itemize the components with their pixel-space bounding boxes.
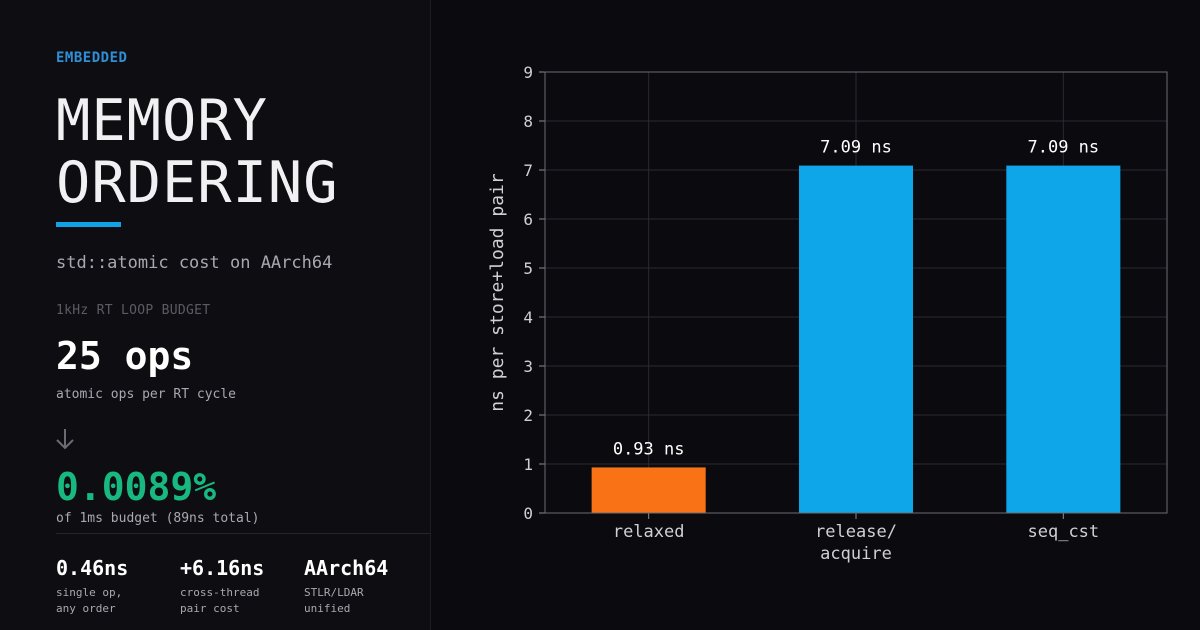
y-tick-label: 8 — [523, 112, 533, 131]
bar-chart: 0 1 2 3 4 5 6 7 8 9 0.93 ns relaxed 7.09 ns release/a… — [487, 63, 1168, 564]
bar-0 — [591, 467, 706, 513]
data-label: 7.09 ns — [820, 138, 892, 158]
y-axis-label: ns per store+load pair — [487, 173, 508, 412]
stat-single-op: 0.46ns single op, any order — [56, 556, 128, 617]
percent-caption: of 1ms budget (89ns total) — [56, 511, 260, 526]
y-tick-label: 9 — [523, 63, 533, 82]
info-panel: EMBEDDED MEMORY ORDERING std::atomic cos… — [0, 0, 431, 630]
y-tick-label: 6 — [523, 210, 533, 229]
axes — [539, 71, 1168, 519]
data-label: 0.93 ns — [613, 439, 685, 459]
stat-note: single op, any order — [56, 586, 123, 615]
title-line: MEMORY — [56, 88, 268, 154]
x-tick-label: relaxed — [613, 522, 685, 542]
divider — [56, 533, 431, 534]
y-tick-label: 3 — [523, 357, 533, 376]
y-tick-label: 5 — [523, 259, 533, 278]
x-tick-label: seq_cst — [1028, 522, 1100, 542]
labels: 0 1 2 3 4 5 6 7 8 9 0.93 ns relaxed 7.09 ns release/a… — [487, 63, 1099, 564]
y-tick-label: 2 — [523, 406, 533, 425]
bar-1 — [798, 165, 914, 513]
stat-value: AArch64 — [304, 556, 389, 580]
bar-2 — [1006, 165, 1121, 513]
stat-pair-cost: +6.16ns cross-thread pair cost — [180, 556, 264, 617]
y-tick-label: 7 — [523, 161, 533, 180]
stat-value: +6.16ns — [180, 556, 265, 580]
bars — [591, 165, 1121, 513]
section-kicker: EMBEDDED — [56, 50, 128, 66]
ops-caption: atomic ops per RT cycle — [56, 387, 237, 402]
title-underline — [56, 222, 121, 227]
stat-note: cross-thread pair cost — [180, 586, 260, 615]
y-tick-label: 4 — [523, 308, 533, 327]
arrow-down-icon — [54, 426, 76, 456]
ops-value: 25 ops — [56, 334, 194, 378]
y-tick-label: 0 — [523, 504, 533, 523]
subtitle: std::atomic cost on AArch64 — [56, 253, 333, 273]
stat-arch: AArch64 STLR/LDAR unified — [304, 556, 388, 617]
y-tick-label: 1 — [523, 455, 533, 474]
plot-frame — [544, 71, 1168, 514]
budget-label: 1kHz RT LOOP BUDGET — [56, 303, 211, 318]
title-line: ORDERING — [56, 150, 339, 216]
stat-value: 0.46ns — [56, 556, 129, 580]
percent-value: 0.0089% — [56, 465, 217, 509]
page-title: MEMORY ORDERING — [56, 90, 339, 214]
x-tick-label: release/acquire — [815, 522, 897, 564]
data-label: 7.09 ns — [1028, 138, 1100, 158]
stat-note: STLR/LDAR unified — [304, 586, 364, 615]
